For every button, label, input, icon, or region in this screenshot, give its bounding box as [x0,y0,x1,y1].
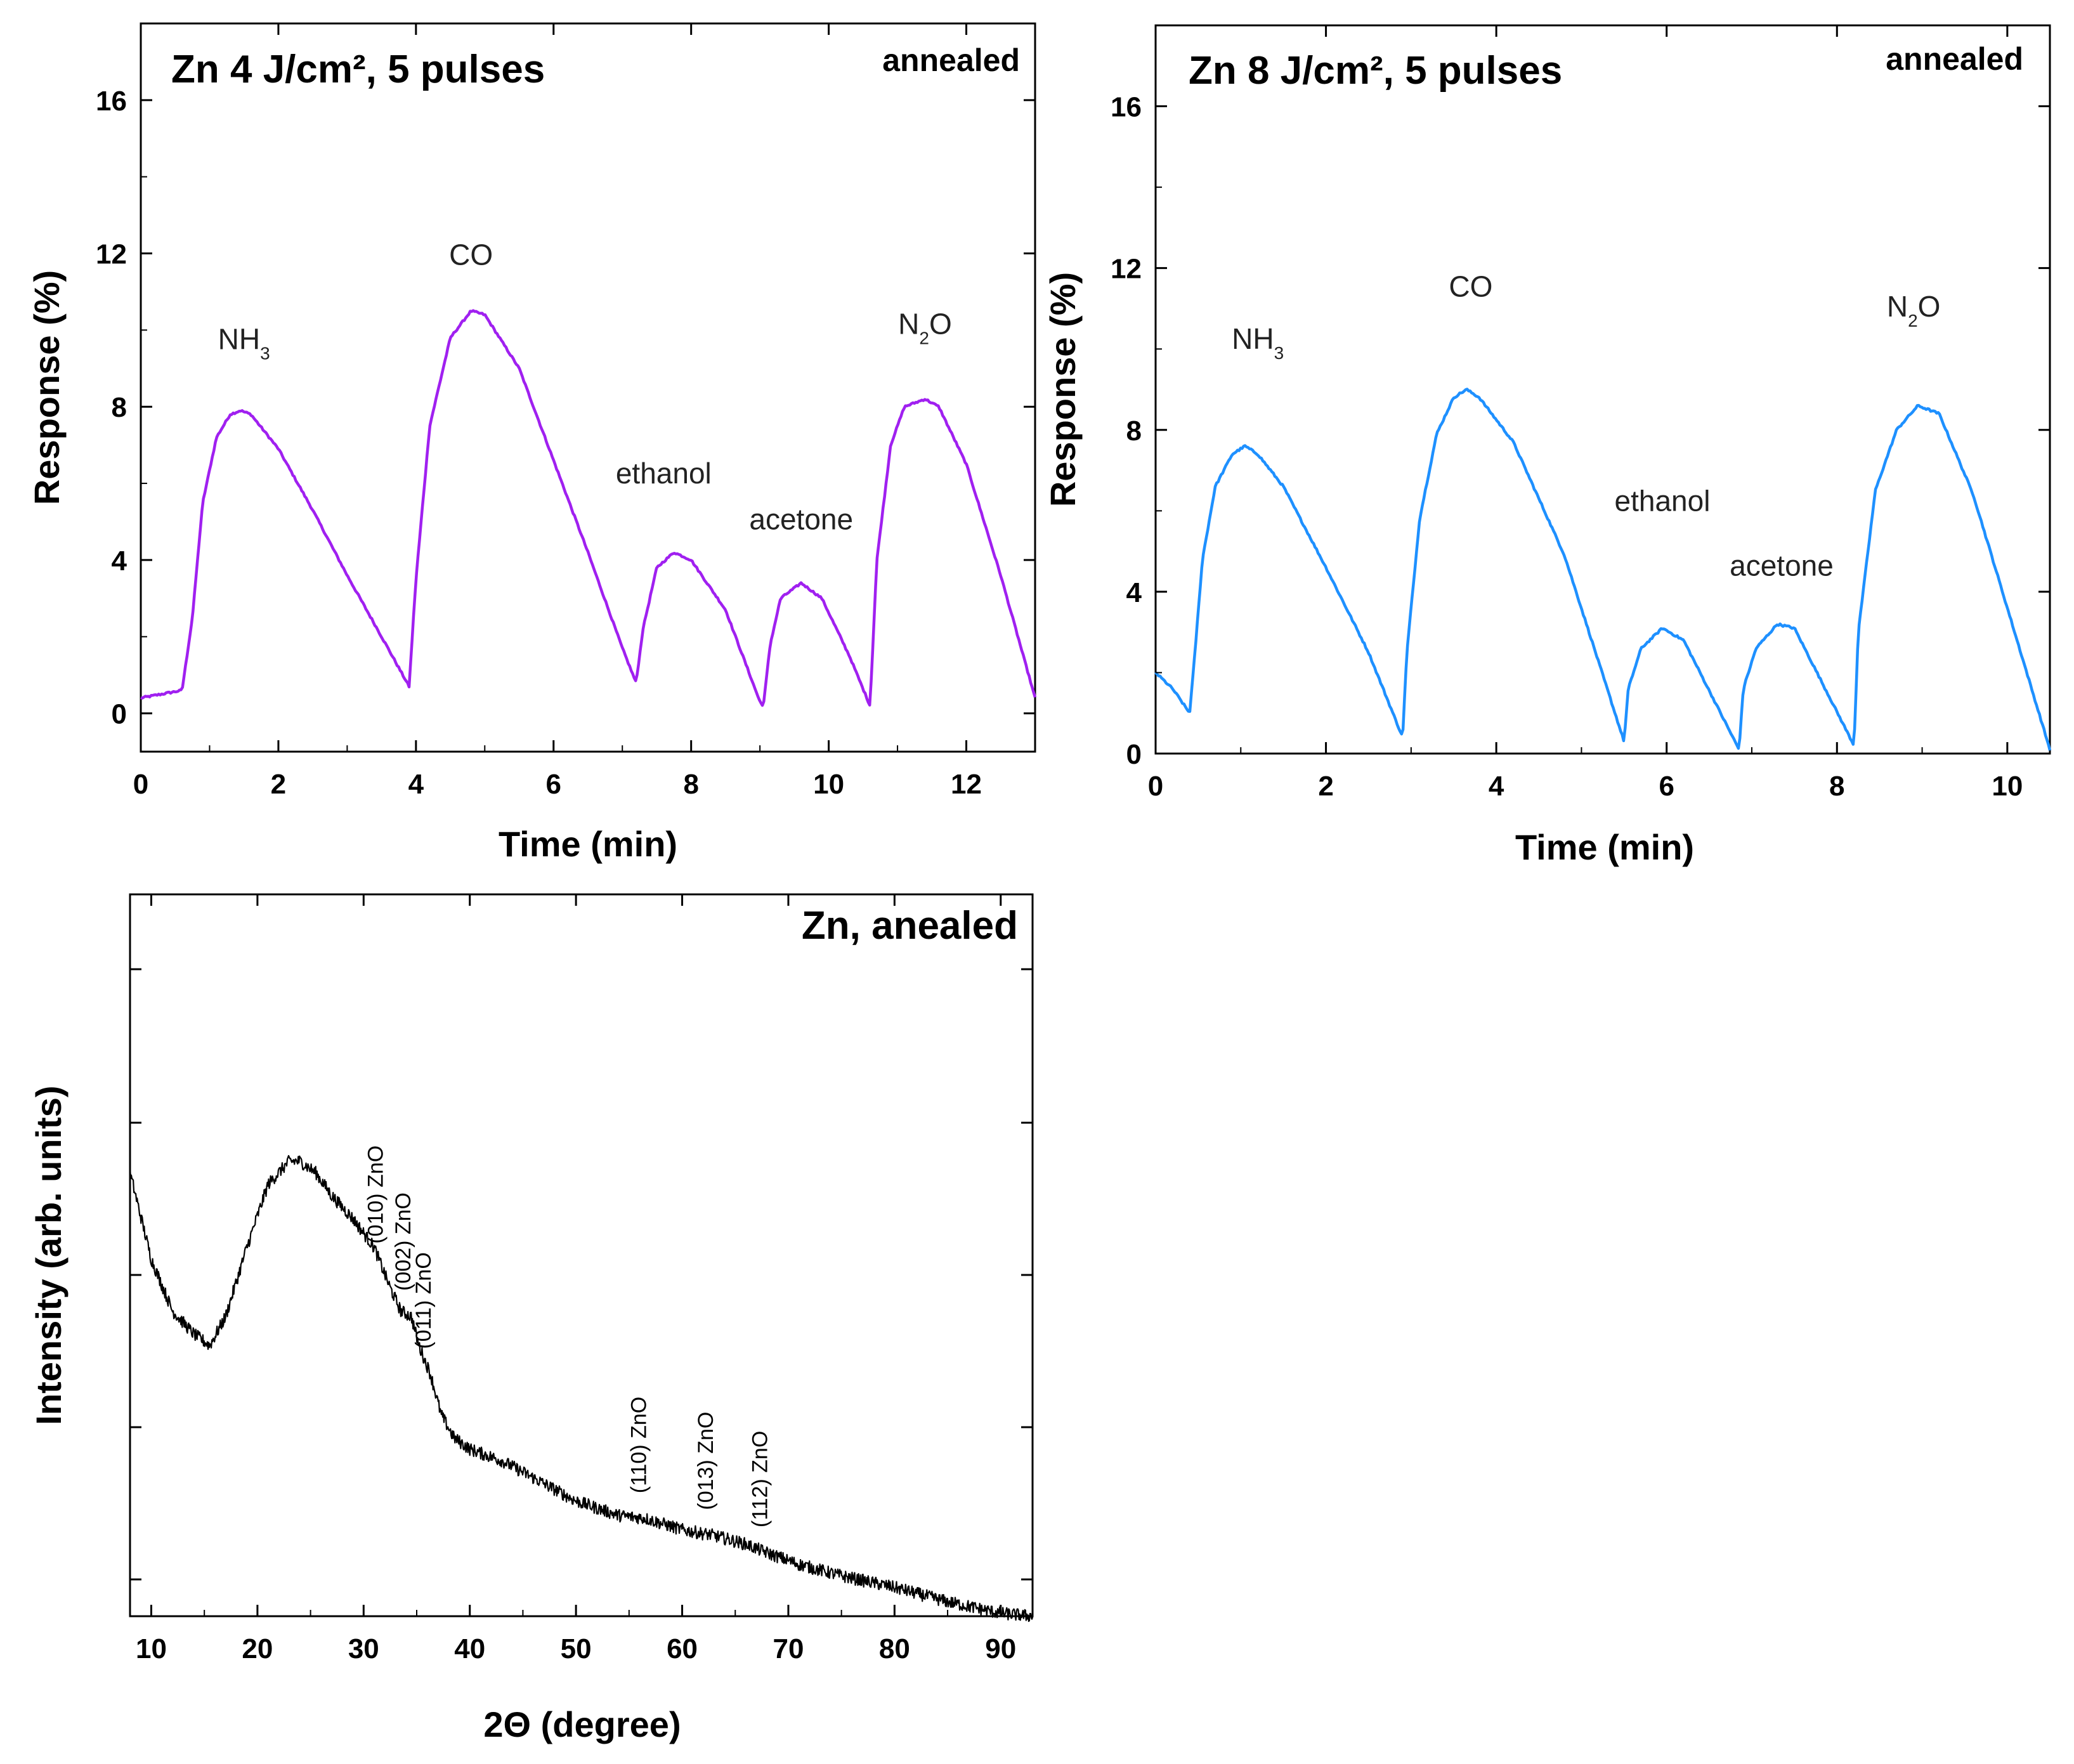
panel-c-xlabel: 2Θ (degree) [483,1704,681,1744]
panel-c-xtick-label: 50 [561,1633,592,1664]
panel-a-ylabel: Response (%) [27,270,67,505]
panel-c: 10 20 30 40 50 60 70 80 90 Zn, anealed 2Θ (degre… [29,893,1034,1744]
panel-a-series-line [140,309,1037,707]
panel-b-annealed-label: annealed [1886,41,2023,77]
panel-c-xtick-label: 20 [242,1633,273,1664]
panel-b-xlabel: Time (min) [1515,827,1694,867]
panel-a-ytick-label: 8 [112,392,127,423]
panel-b-xtick-label: 4 [1489,771,1504,802]
panel-a-gas-label: ethanol [616,457,712,490]
panel-a-xtick-label: 0 [133,769,148,800]
panel-b-gas-label: N2O [1887,290,1941,330]
panel-a-gas-label: CO [449,238,493,271]
panel-c-ticks-layer: 10 20 30 40 50 60 70 80 90 [130,894,1033,1664]
panel-c-ylabel: Intensity (arb. units) [29,1085,68,1425]
panel-b-xtick-label: 0 [1148,771,1163,802]
panel-a-gas-label: NH3 [218,323,270,363]
panel-b-gas-label: NH3 [1232,322,1284,363]
panel-a-xtick-label: 10 [813,769,844,800]
panel-a-gas-label: acetone [749,503,853,536]
panel-c-peak-label: (011) ZnO [412,1252,436,1349]
panel-b-gas-label: acetone [1730,549,1834,582]
panel-a: 0 2 4 6 8 10 12 0 4 8 12 16 Zn 4 J/cm², 5 pulses an… [27,22,1037,864]
panel-b: 0 2 4 6 8 10 0 4 8 12 16 Zn 8 J/cm², 5 pulses anne… [1043,24,2052,867]
panel-b-ytick-label: 4 [1126,577,1142,608]
panel-a-annealed-label: annealed [882,42,1020,78]
panel-b-ytick-label: 16 [1111,92,1142,123]
panel-c-peak-label: (110) ZnO [627,1397,651,1493]
panel-a-annotations: NH3 CO ethanol acetone N2O [218,238,952,536]
panel-b-xtick-label: 10 [1992,771,2023,802]
panel-b-xtick-label: 2 [1318,771,1333,802]
panel-a-title: Zn 4 J/cm², 5 pulses [171,48,545,91]
panel-a-series-layer [140,309,1037,707]
panel-a-xtick-label: 8 [683,769,698,800]
panel-b-ytick-label: 12 [1111,254,1142,285]
panel-b-ylabel: Response (%) [1043,272,1083,507]
panel-a-ytick-label: 4 [112,546,127,577]
panel-a-xtick-label: 12 [951,769,982,800]
panel-a-ytick-label: 0 [112,699,127,730]
panel-c-series-line [129,1154,1034,1623]
panel-c-xtick-label: 60 [667,1633,698,1664]
panel-b-ticks-layer: 0 2 4 6 8 10 0 4 8 12 16 [1111,25,2050,802]
panel-b-annotations: NH3 CO ethanol acetone N2O [1232,270,1940,582]
panel-c-peak-label: (002) ZnO [391,1192,415,1291]
panel-b-ytick-label: 0 [1126,739,1142,770]
panel-a-xtick-label: 2 [271,769,286,800]
panel-a-frame [140,22,1036,753]
panel-b-series-line [1154,388,2052,751]
panel-a-ytick-label: 12 [96,239,127,270]
panel-b-gas-label: CO [1449,270,1492,303]
panel-c-xtick-label: 70 [773,1633,804,1664]
panel-a-ytick-label: 16 [96,86,127,117]
panel-b-ytick-label: 8 [1126,415,1142,447]
panel-c-xtick-label: 80 [879,1633,910,1664]
panel-c-xtick-label: 10 [136,1633,167,1664]
panel-c-peak-labels: (010) ZnO (002) ZnO(011) ZnO (110) ZnO (013… [363,1146,772,1527]
panel-c-series-layer [129,1154,1034,1623]
panel-a-gas-label: N2O [898,307,952,348]
panel-c-peak-label: (112) ZnO [748,1431,773,1527]
panel-a-xtick-label: 6 [546,769,561,800]
panel-a-ticks-layer: 0 2 4 6 8 10 12 0 4 8 12 16 [96,23,1036,800]
panel-c-peak-label: (010) ZnO [363,1146,388,1244]
panel-b-xtick-label: 8 [1829,771,1844,802]
panel-c-xtick-label: 40 [454,1633,485,1664]
panel-b-frame [1154,24,2051,755]
panel-c-peak-label: (013) ZnO [694,1412,718,1510]
panel-b-gas-label: ethanol [1615,484,1711,517]
panel-c-xtick-label: 30 [348,1633,379,1664]
panel-c-xtick-label: 90 [985,1633,1016,1664]
panel-b-series-layer [1154,388,2052,751]
panel-b-title: Zn 8 J/cm², 5 pulses [1189,49,1562,93]
panel-c-frame [129,893,1034,1617]
panel-a-xtick-label: 4 [408,769,424,800]
panel-c-title: Zn, anealed [802,904,1018,948]
panel-b-xtick-label: 6 [1659,771,1674,802]
panel-a-xlabel: Time (min) [499,824,677,864]
